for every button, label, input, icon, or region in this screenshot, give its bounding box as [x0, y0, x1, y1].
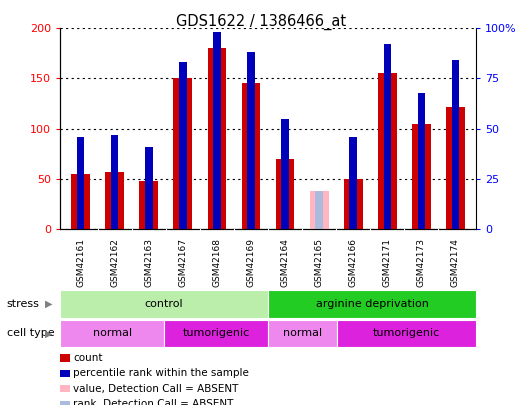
Text: GSM42166: GSM42166: [349, 238, 358, 287]
Text: arginine deprivation: arginine deprivation: [315, 299, 428, 309]
Bar: [418, 92, 425, 229]
Bar: [378, 73, 396, 229]
Bar: [281, 119, 289, 229]
Bar: [164, 320, 268, 347]
Bar: [446, 107, 465, 229]
Text: GSM42161: GSM42161: [76, 238, 85, 287]
Text: tumorigenic: tumorigenic: [183, 328, 249, 338]
Bar: [77, 136, 84, 229]
Bar: [337, 320, 476, 347]
Bar: [179, 62, 187, 229]
Text: GSM42167: GSM42167: [178, 238, 187, 287]
Text: normal: normal: [283, 328, 322, 338]
Text: normal: normal: [93, 328, 132, 338]
Bar: [315, 191, 323, 229]
Text: value, Detection Call = ABSENT: value, Detection Call = ABSENT: [73, 384, 238, 394]
Text: GSM42164: GSM42164: [280, 238, 290, 287]
Text: control: control: [145, 299, 184, 309]
Bar: [383, 45, 391, 229]
Bar: [174, 79, 192, 229]
Bar: [276, 159, 294, 229]
Text: GDS1622 / 1386466_at: GDS1622 / 1386466_at: [176, 14, 347, 30]
Text: cell type: cell type: [7, 328, 54, 338]
Text: GSM42169: GSM42169: [246, 238, 256, 287]
Bar: [247, 52, 255, 229]
Bar: [111, 134, 118, 229]
Text: rank, Detection Call = ABSENT: rank, Detection Call = ABSENT: [73, 399, 234, 405]
Text: GSM42173: GSM42173: [417, 238, 426, 287]
Bar: [71, 174, 90, 229]
Bar: [452, 60, 459, 229]
Text: percentile rank within the sample: percentile rank within the sample: [73, 369, 249, 378]
Text: tumorigenic: tumorigenic: [373, 328, 440, 338]
Bar: [349, 136, 357, 229]
Bar: [242, 83, 260, 229]
Bar: [344, 179, 362, 229]
Text: GSM42163: GSM42163: [144, 238, 153, 287]
Text: GSM42174: GSM42174: [451, 238, 460, 287]
Bar: [412, 124, 431, 229]
Text: GSM42165: GSM42165: [315, 238, 324, 287]
Text: GSM42168: GSM42168: [212, 238, 221, 287]
Text: count: count: [73, 353, 103, 363]
Bar: [60, 290, 268, 318]
Bar: [105, 172, 124, 229]
Bar: [213, 32, 221, 229]
Text: stress: stress: [7, 299, 40, 309]
Bar: [140, 181, 158, 229]
Bar: [60, 320, 164, 347]
Bar: [145, 147, 153, 229]
Text: GSM42171: GSM42171: [383, 238, 392, 287]
Bar: [268, 320, 337, 347]
Text: ▶: ▶: [45, 328, 52, 338]
Text: ▶: ▶: [45, 299, 52, 309]
Bar: [268, 290, 476, 318]
Text: GSM42162: GSM42162: [110, 238, 119, 287]
Bar: [208, 49, 226, 229]
Bar: [310, 191, 328, 229]
